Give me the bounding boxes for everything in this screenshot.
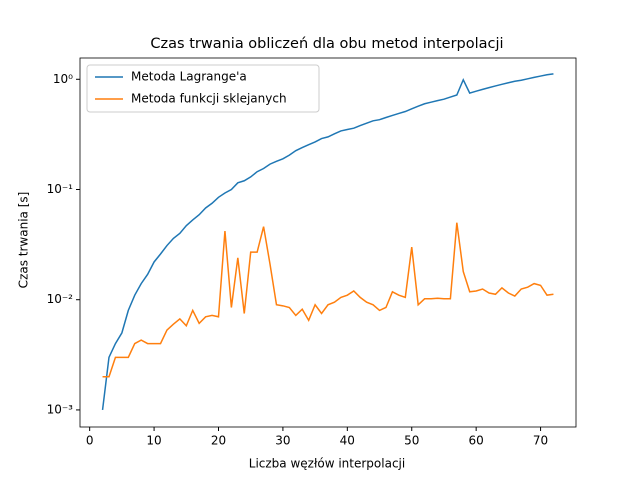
legend-label: Metoda Lagrange'a	[131, 70, 247, 84]
legend-label: Metoda funkcji sklejanych	[131, 92, 287, 106]
series-line	[102, 222, 554, 378]
x-tick-label: 30	[275, 434, 290, 448]
y-tick-label: 10⁻³	[47, 402, 74, 416]
series-line	[101, 73, 554, 411]
y-tick-label: 10⁻¹	[47, 182, 74, 196]
x-tick-label: 0	[86, 434, 94, 448]
x-tick-label: 60	[469, 434, 484, 448]
y-axis-label: Czas trwania [s]	[17, 192, 31, 289]
x-tick-label: 10	[146, 434, 161, 448]
chart-title: Czas trwania obliczeń dla obu metod inte…	[150, 36, 503, 52]
y-tick-label: 10⁻²	[47, 292, 74, 306]
x-axis-label: Liczba węzłów interpolacji	[249, 457, 405, 471]
plot-frame	[79, 57, 577, 428]
x-tick-label: 20	[211, 434, 226, 448]
x-tick-label: 70	[533, 434, 548, 448]
y-tick-label: 10⁰	[53, 72, 73, 86]
x-tick-label: 40	[340, 434, 355, 448]
x-tick-label: 50	[404, 434, 419, 448]
legend-box	[86, 64, 320, 113]
